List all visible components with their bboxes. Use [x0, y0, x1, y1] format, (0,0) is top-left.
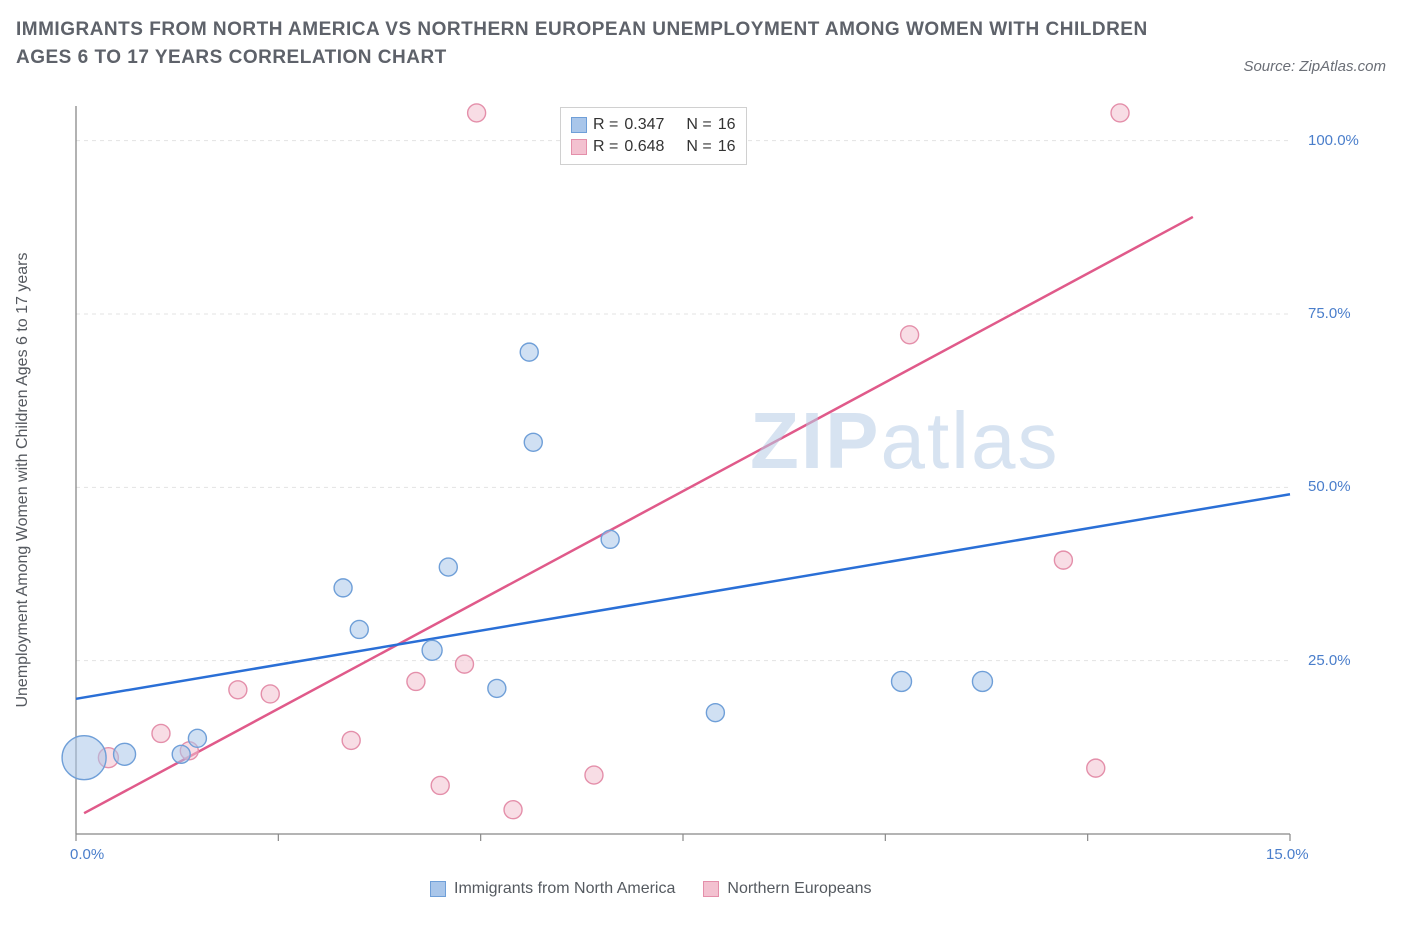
- legend-item-b: Northern Europeans: [703, 880, 871, 898]
- series-b-point: [152, 724, 170, 742]
- r-value-b: 0.648: [624, 138, 664, 156]
- x-tick-label-min: 0.0%: [70, 846, 104, 863]
- legend-item-a: Immigrants from North America: [430, 880, 675, 898]
- series-b-point: [585, 766, 603, 784]
- series-a-point: [114, 743, 136, 765]
- legend-stats-row-a: R = 0.347 N = 16: [571, 114, 736, 136]
- r-label-a: R =: [593, 116, 618, 134]
- series-b-point: [407, 672, 425, 690]
- series-b-point: [1054, 551, 1072, 569]
- n-value-a: 16: [718, 116, 736, 134]
- series-b-point: [1111, 104, 1129, 122]
- swatch-series-b-icon: [571, 139, 587, 155]
- series-a-point: [524, 433, 542, 451]
- series-b-point: [431, 776, 449, 794]
- n-label-b: N =: [686, 138, 711, 156]
- series-a-point: [422, 640, 442, 660]
- series-b-point: [229, 681, 247, 699]
- trend-line: [76, 494, 1290, 699]
- n-value-b: 16: [718, 138, 736, 156]
- y-tick-label: 25.0%: [1308, 652, 1351, 669]
- plot-svg: [56, 100, 1300, 860]
- r-value-a: 0.347: [624, 116, 664, 134]
- plot-area: [56, 100, 1300, 860]
- trend-line: [84, 217, 1193, 813]
- series-a-point: [350, 620, 368, 638]
- series-b-point: [342, 731, 360, 749]
- y-tick-label: 100.0%: [1308, 132, 1359, 149]
- legend-stats-row-b: R = 0.648 N = 16: [571, 136, 736, 158]
- series-a-point: [62, 736, 106, 780]
- series-b-point: [261, 685, 279, 703]
- legend-label-b: Northern Europeans: [727, 880, 871, 898]
- series-a-point: [892, 671, 912, 691]
- series-a-point: [972, 671, 992, 691]
- series-a-point: [334, 579, 352, 597]
- series-a-point: [520, 343, 538, 361]
- series-a-point: [188, 729, 206, 747]
- swatch-series-a-icon: [430, 881, 446, 897]
- legend-stats: R = 0.347 N = 16 R = 0.648 N = 16: [560, 107, 747, 165]
- series-b-point: [1087, 759, 1105, 777]
- x-tick-label-max: 15.0%: [1266, 846, 1309, 863]
- legend-series: Immigrants from North America Northern E…: [430, 880, 871, 898]
- y-tick-label: 75.0%: [1308, 305, 1351, 322]
- series-b-point: [455, 655, 473, 673]
- n-label-a: N =: [686, 116, 711, 134]
- series-a-point: [706, 704, 724, 722]
- series-a-point: [488, 679, 506, 697]
- swatch-series-b-icon: [703, 881, 719, 897]
- source-label: Source: ZipAtlas.com: [1243, 58, 1386, 75]
- r-label-b: R =: [593, 138, 618, 156]
- series-b-point: [901, 326, 919, 344]
- series-b-point: [504, 801, 522, 819]
- y-axis-label: Unemployment Among Women with Children A…: [14, 100, 44, 860]
- series-a-point: [172, 745, 190, 763]
- series-b-point: [468, 104, 486, 122]
- y-tick-label: 50.0%: [1308, 478, 1351, 495]
- legend-label-a: Immigrants from North America: [454, 880, 675, 898]
- chart-title: IMMIGRANTS FROM NORTH AMERICA VS NORTHER…: [16, 16, 1206, 71]
- series-a-point: [439, 558, 457, 576]
- series-a-point: [601, 530, 619, 548]
- chart-canvas: IMMIGRANTS FROM NORTH AMERICA VS NORTHER…: [0, 0, 1406, 930]
- swatch-series-a-icon: [571, 117, 587, 133]
